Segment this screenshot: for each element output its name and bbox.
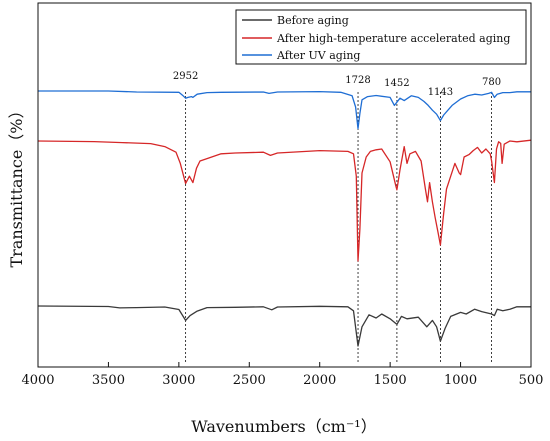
annotation-1728: 1728	[345, 75, 370, 86]
x-tick-label-2500: 2500	[233, 373, 266, 388]
x-tick-label-1000: 1000	[444, 373, 477, 388]
x-axis-label: Wavenumbers（cm⁻¹）	[191, 417, 376, 436]
series-group	[37, 90, 532, 347]
series-line-before-aging	[37, 305, 531, 347]
legend-label-uv-aging: After UV aging	[276, 49, 360, 62]
y-axis-label: Transmittance（%）	[7, 102, 26, 267]
x-tick-label-3500: 3500	[92, 373, 125, 388]
legend: Before aging After high-temperature acce…	[235, 9, 527, 65]
x-tick-label-1500: 1500	[374, 373, 407, 388]
annotation-1452: 1452	[384, 78, 409, 89]
annotation-2952: 2952	[173, 71, 198, 82]
series-line-after-high-temperature-accelerated-aging	[37, 139, 532, 262]
plot-frame	[37, 2, 532, 368]
x-tick-label-2000: 2000	[303, 373, 336, 388]
legend-label-before-aging: Before aging	[277, 14, 349, 27]
x-tick-label-500: 500	[519, 373, 544, 388]
series-line-after-uv-aging	[38, 90, 531, 130]
legend-label-high-temp: After high-temperature accelerated aging	[276, 32, 510, 45]
annotation-780: 780	[482, 77, 501, 88]
legend-box	[235, 9, 527, 65]
x-axis-ticks: 4000 3500 3000 2500 2000 1500 1000 500	[21, 362, 543, 388]
peak-annotations: 2952 1728 1452 1143 780	[173, 71, 501, 98]
guide-lines	[185, 92, 492, 364]
x-tick-label-4000: 4000	[21, 373, 54, 388]
annotation-1143: 1143	[428, 87, 453, 98]
x-tick-label-3000: 3000	[162, 373, 195, 388]
